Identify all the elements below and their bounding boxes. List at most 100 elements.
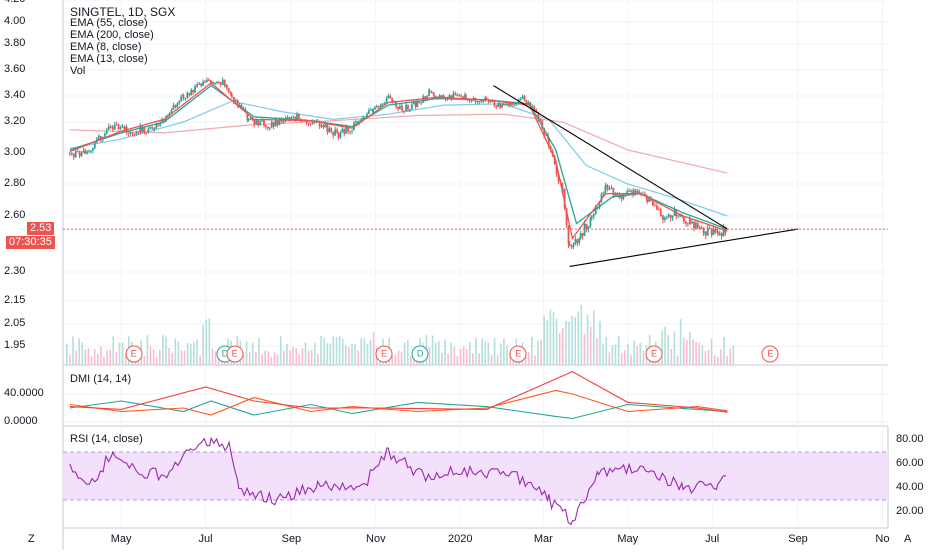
candle-body [510, 102, 512, 106]
volume-bar [562, 328, 564, 365]
candle-body [652, 201, 654, 206]
candle-body [282, 121, 285, 123]
candle-body [139, 125, 142, 133]
candle-body [196, 84, 199, 87]
candle-body [265, 125, 267, 127]
candle-body [506, 103, 508, 105]
volume-bar [441, 353, 443, 365]
x-tick-label: Mar [533, 533, 553, 545]
candle-body [464, 94, 467, 99]
candle-body [103, 133, 106, 138]
candle-body [182, 94, 185, 99]
volume-bar [109, 350, 111, 365]
candle-body [347, 127, 350, 132]
earnings-marker[interactable]: E [375, 345, 393, 363]
earnings-marker[interactable]: E [509, 345, 527, 363]
candle-body [458, 95, 461, 97]
candle-body [568, 244, 571, 246]
candle-body [710, 228, 713, 235]
candle-body [702, 231, 705, 234]
candle-body [253, 119, 256, 125]
volume-bar [717, 356, 719, 365]
volume-bar [465, 348, 468, 365]
candle-body [501, 105, 503, 108]
volume-bar [611, 345, 614, 365]
candle-body [612, 187, 615, 196]
candle-body [470, 100, 473, 102]
rsi-tick-label: 80.00 [896, 433, 924, 445]
candle-body [572, 244, 575, 248]
dmi-line-di [69, 389, 728, 416]
candle-body [662, 215, 664, 220]
candle-body [442, 95, 445, 97]
candle-body [145, 131, 148, 133]
candle-body [653, 205, 656, 207]
candle-body [448, 95, 451, 98]
volume-bar [276, 354, 279, 365]
volume-bar [326, 343, 328, 365]
candle-body [311, 120, 314, 124]
volume-bar [314, 343, 316, 365]
candle-body [616, 193, 619, 196]
volume-bar [121, 342, 124, 365]
volume-bar [410, 356, 412, 365]
candle-body [557, 174, 560, 181]
dividend-marker[interactable]: D [411, 345, 429, 363]
volume-bar [335, 337, 338, 365]
candle-body [418, 101, 421, 103]
timezone-button[interactable]: Z [28, 533, 35, 545]
candle-body [236, 100, 239, 107]
candle-body [706, 228, 709, 236]
candle-body [714, 228, 717, 233]
earnings-marker[interactable]: E [761, 345, 779, 363]
candle-body [634, 189, 637, 194]
candle-body [667, 214, 670, 217]
candle-body [82, 150, 85, 154]
volume-bar [106, 350, 108, 365]
ema55-line [69, 100, 728, 217]
auto-scale-button[interactable]: A [904, 533, 912, 545]
volume-bar [329, 343, 332, 365]
earnings-marker[interactable]: E [226, 345, 244, 363]
volume-bar [586, 314, 589, 365]
candle-body [555, 163, 558, 175]
legend-ema13: EMA (13, close) [70, 53, 148, 65]
candle-body [590, 216, 593, 219]
candle-body [135, 131, 138, 134]
legend-ema8: EMA (8, close) [70, 41, 142, 53]
volume-bar [205, 319, 208, 365]
candle-body [646, 199, 649, 202]
volume-bar [72, 336, 74, 365]
rsi-tick-label: 40.00 [896, 481, 924, 493]
candle-body [604, 185, 607, 188]
candle-body [339, 132, 342, 138]
volume-bar [710, 339, 713, 365]
candle-body [151, 127, 154, 129]
volume-bar [568, 322, 570, 365]
candle-body [123, 126, 126, 131]
earnings-marker[interactable]: E [125, 345, 143, 363]
candle-body [636, 191, 639, 194]
candle-body [178, 101, 181, 104]
candle-body [276, 119, 279, 125]
candle-body [115, 124, 118, 126]
volume-bar [459, 348, 462, 365]
earnings-marker[interactable]: E [645, 345, 663, 363]
volume-bar [490, 355, 493, 365]
candle-body [539, 119, 542, 121]
candle-body [362, 117, 365, 120]
volume-bar [527, 351, 530, 365]
volume-bar [493, 337, 496, 365]
candle-body [188, 92, 191, 95]
candle-body [105, 130, 108, 134]
candle-body [221, 79, 224, 85]
legend-ema200: EMA (200, close) [70, 29, 154, 41]
candle-body [576, 239, 579, 243]
volume-bar [100, 346, 102, 365]
price-tick-label: 3.20 [4, 115, 26, 127]
volume-bar [583, 333, 586, 365]
volume-bar [676, 355, 679, 365]
volume-bar [87, 348, 90, 365]
